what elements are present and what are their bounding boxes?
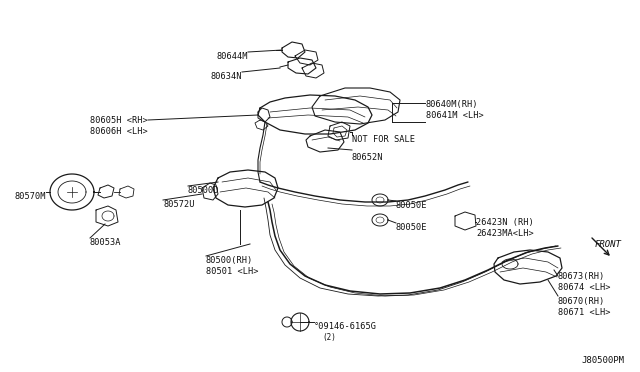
- Text: 80670(RH): 80670(RH): [558, 297, 605, 306]
- Text: 80572U: 80572U: [163, 200, 195, 209]
- Text: 26423N (RH): 26423N (RH): [476, 218, 534, 227]
- Text: 80605H <RH>: 80605H <RH>: [90, 116, 148, 125]
- Text: 80641M <LH>: 80641M <LH>: [426, 111, 484, 120]
- Text: J80500PM: J80500PM: [581, 356, 624, 365]
- Text: 80500(RH): 80500(RH): [206, 256, 253, 265]
- Text: 80500D: 80500D: [188, 186, 220, 195]
- Text: 80644M: 80644M: [216, 52, 248, 61]
- Text: 80652N: 80652N: [352, 153, 383, 162]
- Text: 80050E: 80050E: [396, 201, 428, 210]
- Text: (2): (2): [322, 333, 336, 342]
- Text: 80050E: 80050E: [396, 223, 428, 232]
- Text: 80606H <LH>: 80606H <LH>: [90, 127, 148, 136]
- Text: 26423MA<LH>: 26423MA<LH>: [476, 229, 534, 238]
- Text: NOT FOR SALE: NOT FOR SALE: [352, 135, 415, 144]
- Text: 80053A: 80053A: [90, 238, 122, 247]
- Text: 80671 <LH>: 80671 <LH>: [558, 308, 611, 317]
- Text: 80673(RH): 80673(RH): [558, 272, 605, 281]
- Text: 80501 <LH>: 80501 <LH>: [206, 267, 259, 276]
- Text: 80634N: 80634N: [211, 72, 242, 81]
- Text: FRONT: FRONT: [595, 240, 622, 249]
- Text: 80640M(RH): 80640M(RH): [426, 100, 479, 109]
- Text: 80570M: 80570M: [15, 192, 46, 201]
- Text: 80674 <LH>: 80674 <LH>: [558, 283, 611, 292]
- Text: °09146-6165G: °09146-6165G: [314, 322, 377, 331]
